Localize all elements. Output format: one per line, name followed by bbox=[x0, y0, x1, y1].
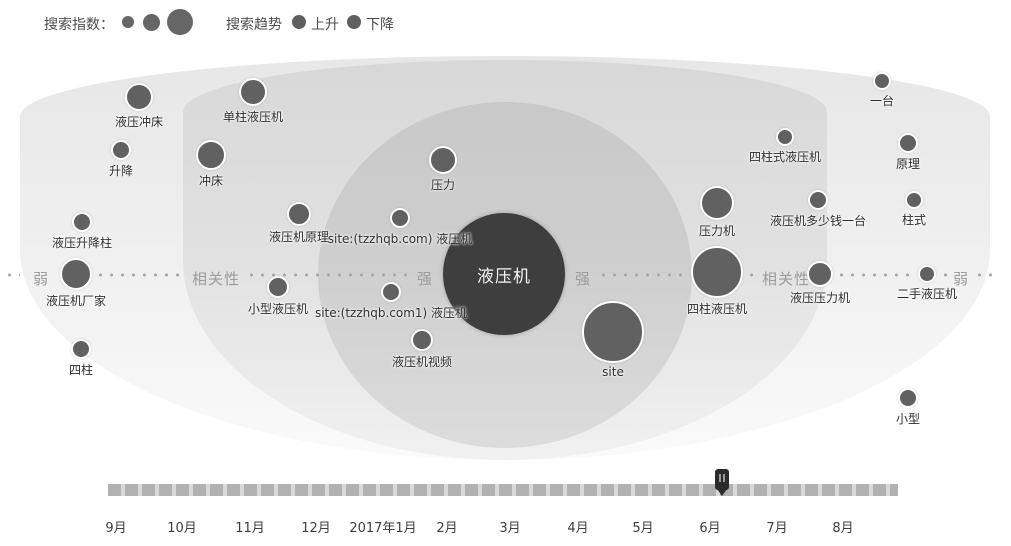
index-size-dot-medium bbox=[143, 14, 160, 31]
keyword-bubble[interactable] bbox=[582, 301, 644, 363]
keyword-label: 单柱液压机 bbox=[222, 110, 284, 124]
center-keyword-label: 液压机 bbox=[477, 266, 531, 287]
timeline-month-label: 12月 bbox=[301, 521, 331, 536]
keyword-label: 原理 bbox=[895, 157, 921, 171]
keyword-label: 液压机原理 bbox=[268, 230, 330, 244]
keyword-bubble[interactable] bbox=[905, 191, 923, 209]
trend-down-label: 下降 bbox=[366, 17, 394, 33]
index-size-dot-large bbox=[167, 9, 193, 35]
keyword-label: 一台 bbox=[869, 94, 895, 108]
timeline-month-label: 9月 bbox=[105, 521, 127, 536]
timeline-month-label: 10月 bbox=[167, 521, 197, 536]
keyword-bubble[interactable] bbox=[72, 212, 92, 232]
keyword-label: 二手液压机 bbox=[896, 287, 958, 301]
keyword-bubble[interactable] bbox=[125, 83, 153, 111]
timeline-month-label: 4月 bbox=[567, 521, 589, 536]
relevance-axis-label: 弱 bbox=[952, 270, 970, 288]
keyword-bubble[interactable] bbox=[71, 339, 91, 359]
search-trend-label: 搜索趋势 bbox=[226, 17, 282, 33]
timeline-slider-handle[interactable] bbox=[715, 469, 729, 496]
relevance-dotted-line bbox=[246, 273, 410, 277]
keyword-label: 升降 bbox=[108, 164, 134, 178]
timeline-month-label: 8月 bbox=[832, 521, 854, 536]
handle-pointer-icon bbox=[717, 489, 727, 496]
keyword-bubble[interactable] bbox=[239, 78, 267, 106]
trend-up-label: 上升 bbox=[311, 17, 339, 33]
keyword-bubble[interactable] bbox=[873, 72, 891, 90]
search-index-label: 搜索指数： bbox=[44, 17, 114, 33]
relevance-dotted-line bbox=[746, 273, 757, 277]
keyword-bubble[interactable] bbox=[700, 186, 734, 220]
keyword-bubble[interactable] bbox=[918, 265, 936, 283]
keyword-label: 液压机视频 bbox=[391, 355, 453, 369]
keyword-bubble[interactable] bbox=[898, 133, 918, 153]
keyword-bubble[interactable] bbox=[381, 282, 401, 302]
keyword-bubble[interactable] bbox=[898, 388, 918, 408]
relevance-dotted-line bbox=[95, 273, 186, 277]
timeline-month-label: 2017年1月 bbox=[349, 521, 417, 536]
keyword-label: 液压机厂家 bbox=[45, 294, 107, 308]
keyword-bubble[interactable] bbox=[196, 140, 226, 170]
keyword-label: 小型液压机 bbox=[247, 302, 309, 316]
center-keyword-bubble[interactable]: 液压机 bbox=[443, 213, 565, 335]
keyword-label: site:(tzzhqb.com1) 液压机 bbox=[314, 306, 468, 320]
relevance-dotted-line bbox=[940, 273, 947, 277]
relevance-dotted-line bbox=[4, 273, 20, 277]
keyword-bubble[interactable] bbox=[776, 128, 794, 146]
trend-up-dot-icon bbox=[292, 15, 306, 29]
timeline-month-label: 5月 bbox=[632, 521, 654, 536]
relevance-axis-label: 弱 bbox=[32, 270, 50, 288]
timeline-month-label: 3月 bbox=[499, 521, 521, 536]
timeline-month-label: 7月 bbox=[766, 521, 788, 536]
timeline-month-label: 11月 bbox=[235, 521, 265, 536]
timeline-month-label: 6月 bbox=[699, 521, 721, 536]
keyword-label: 压力机 bbox=[698, 224, 736, 238]
relevance-axis-label: 相关性 bbox=[761, 270, 811, 288]
keyword-bubble[interactable] bbox=[691, 246, 743, 298]
keyword-bubble[interactable] bbox=[287, 202, 311, 226]
relevance-axis-label: 强 bbox=[574, 270, 592, 288]
keyword-label: 柱式 bbox=[901, 213, 927, 227]
timeline-month-label: 2月 bbox=[436, 521, 458, 536]
keyword-bubble[interactable] bbox=[429, 146, 457, 174]
relevance-dotted-line bbox=[836, 273, 914, 277]
keyword-bubble[interactable] bbox=[411, 329, 433, 351]
keyword-bubble[interactable] bbox=[390, 208, 410, 228]
keyword-bubble[interactable] bbox=[807, 261, 833, 287]
relevance-axis-label: 强 bbox=[416, 270, 434, 288]
relevance-axis-label: 相关性 bbox=[191, 270, 241, 288]
keyword-label: 液压升降柱 bbox=[51, 236, 113, 250]
keyword-label: 四柱 bbox=[68, 363, 94, 377]
keyword-bubble[interactable] bbox=[60, 258, 92, 290]
keyword-bubble[interactable] bbox=[808, 190, 828, 210]
keyword-bubble[interactable] bbox=[267, 276, 289, 298]
keyword-label: 压力 bbox=[430, 178, 456, 192]
keyword-label: 液压机多少钱一台 bbox=[769, 214, 867, 228]
keyword-label: 四柱式液压机 bbox=[748, 150, 822, 164]
keyword-label: site bbox=[602, 365, 624, 379]
keyword-label: 小型 bbox=[895, 412, 921, 426]
pause-icon bbox=[715, 469, 729, 490]
relevance-dotted-line bbox=[598, 273, 688, 277]
trend-down-dot-icon bbox=[347, 15, 361, 29]
keyword-bubble[interactable] bbox=[111, 140, 131, 160]
keyword-label: 液压冲床 bbox=[114, 115, 164, 129]
index-size-dot-small bbox=[122, 16, 134, 28]
keyword-label: site:(tzzhqb.com) 液压机 bbox=[327, 232, 473, 246]
keyword-label: 四柱液压机 bbox=[686, 302, 748, 316]
keyword-label: 冲床 bbox=[198, 174, 224, 188]
keyword-label: 液压压力机 bbox=[789, 291, 851, 305]
timeline-track[interactable] bbox=[108, 484, 898, 496]
relevance-dotted-line bbox=[974, 273, 1000, 277]
